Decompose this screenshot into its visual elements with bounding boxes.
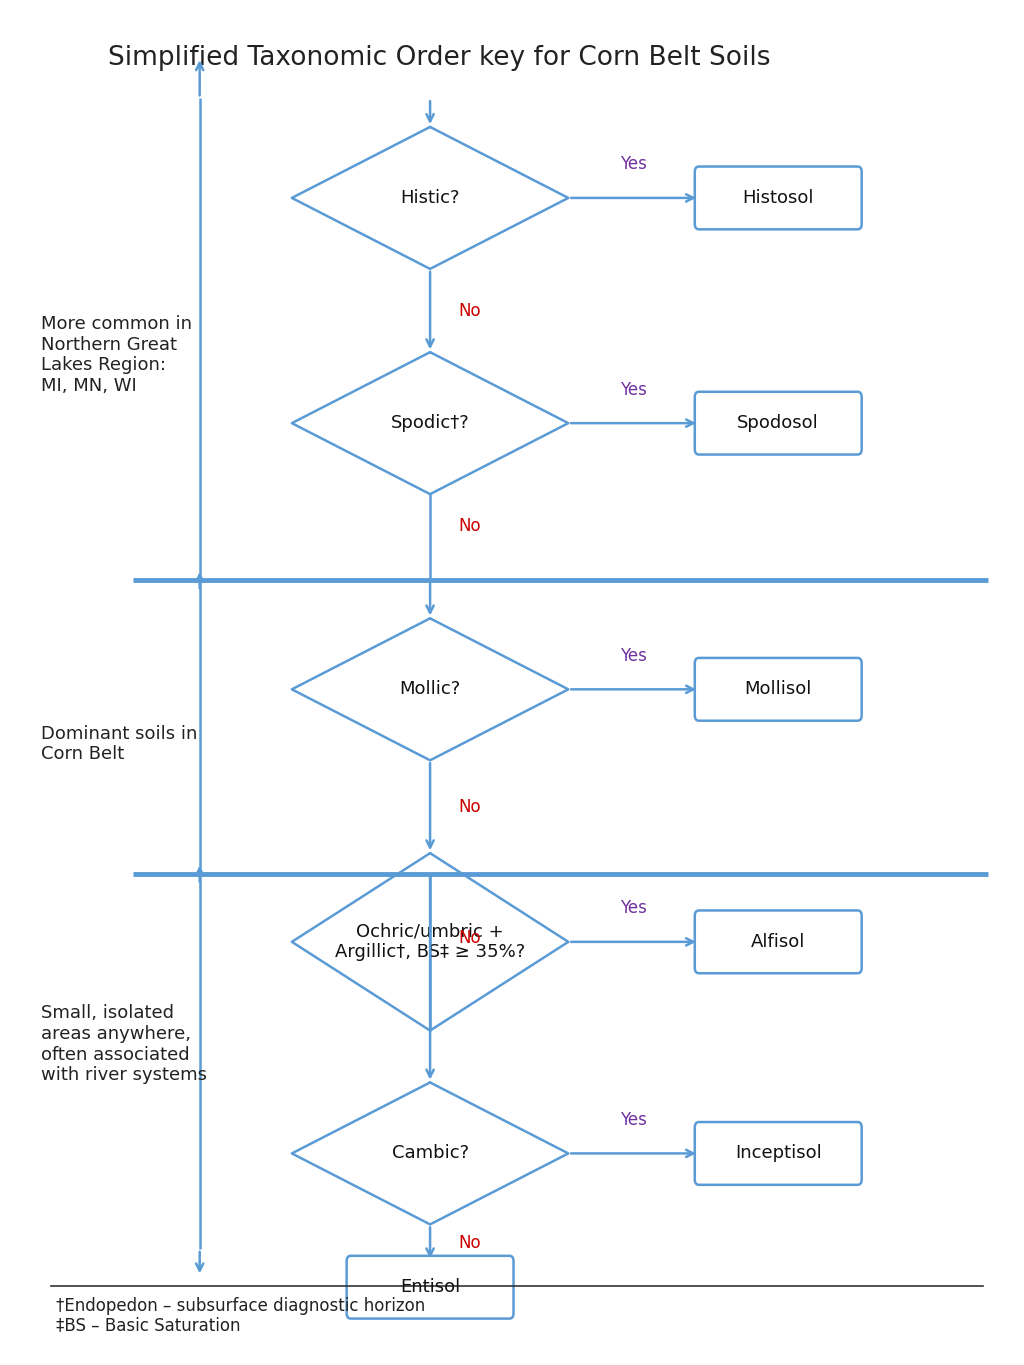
Text: ‡BS – Basic Saturation: ‡BS – Basic Saturation [56, 1316, 241, 1334]
Text: Alfisol: Alfisol [751, 932, 806, 951]
Text: Histosol: Histosol [742, 188, 814, 207]
Text: Yes: Yes [621, 900, 647, 917]
Text: Histic?: Histic? [400, 188, 460, 207]
Text: Ochric/umbric +
Argillic†, BS‡ ≥ 35%?: Ochric/umbric + Argillic†, BS‡ ≥ 35%? [335, 923, 525, 961]
Text: Entisol: Entisol [400, 1278, 460, 1297]
Text: Spodic†?: Spodic†? [391, 414, 469, 433]
FancyBboxPatch shape [694, 167, 862, 229]
Text: Dominant soils in
Corn Belt: Dominant soils in Corn Belt [41, 725, 198, 763]
Text: Small, isolated
areas anywhere,
often associated
with river systems: Small, isolated areas anywhere, often as… [41, 1005, 207, 1084]
FancyBboxPatch shape [694, 1122, 862, 1185]
Text: Yes: Yes [621, 156, 647, 173]
Text: No: No [459, 797, 481, 816]
Text: Simplified Taxonomic Order key for Corn Belt Soils: Simplified Taxonomic Order key for Corn … [108, 45, 770, 71]
Text: Mollisol: Mollisol [744, 680, 812, 699]
Text: More common in
Northern Great
Lakes Region:
MI, MN, WI: More common in Northern Great Lakes Regi… [41, 315, 191, 394]
Text: No: No [459, 302, 481, 319]
Text: Yes: Yes [621, 647, 647, 665]
FancyBboxPatch shape [346, 1256, 513, 1319]
Text: †Endopedon – subsurface diagnostic horizon: †Endopedon – subsurface diagnostic horiz… [56, 1297, 426, 1314]
Text: No: No [459, 1234, 481, 1252]
Text: No: No [459, 930, 481, 947]
FancyBboxPatch shape [694, 910, 862, 973]
Text: Inceptisol: Inceptisol [735, 1144, 821, 1163]
Text: Spodosol: Spodosol [737, 414, 819, 433]
FancyBboxPatch shape [694, 392, 862, 455]
Text: Yes: Yes [621, 1111, 647, 1129]
Text: Yes: Yes [621, 381, 647, 399]
Text: No: No [459, 517, 481, 535]
FancyBboxPatch shape [694, 658, 862, 721]
Text: Mollic?: Mollic? [399, 680, 461, 699]
Text: Cambic?: Cambic? [391, 1144, 469, 1163]
